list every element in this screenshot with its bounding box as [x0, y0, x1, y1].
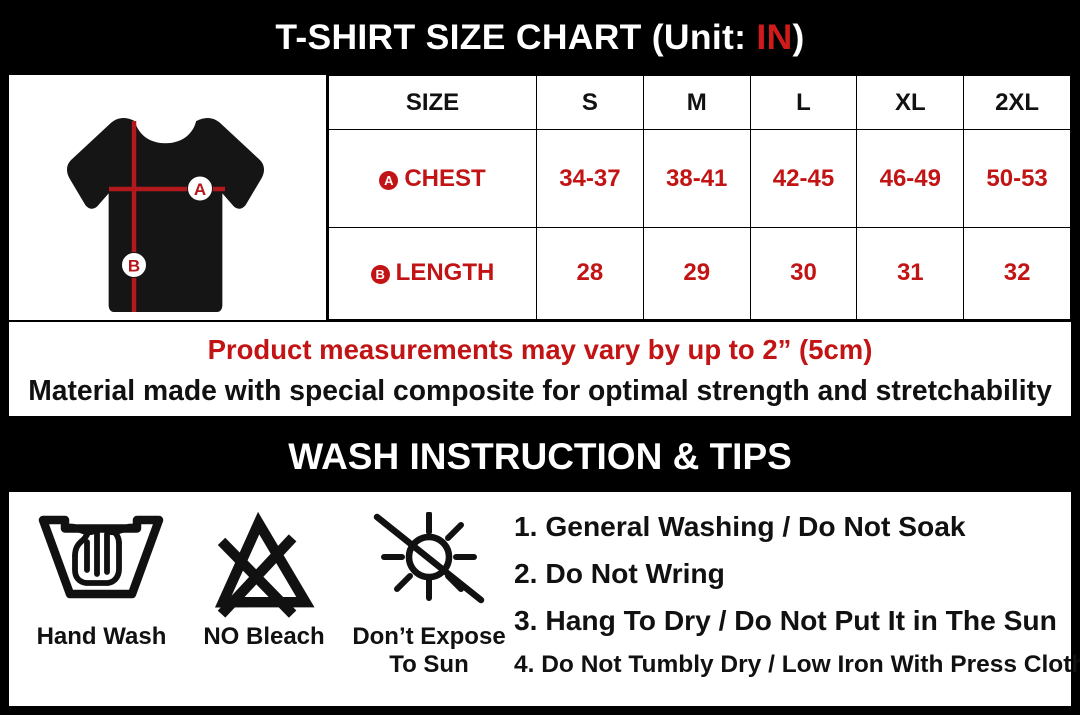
- svg-text:B: B: [128, 257, 140, 276]
- svg-text:A: A: [194, 180, 206, 199]
